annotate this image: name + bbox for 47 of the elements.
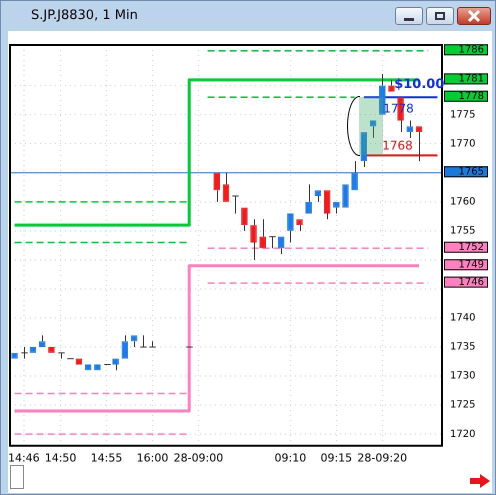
annotation: 1768 (382, 138, 413, 152)
candlestick (260, 218, 266, 248)
candlestick (232, 196, 240, 214)
candlestick (388, 79, 395, 92)
candlestick (306, 184, 312, 214)
text: 1749 (458, 259, 484, 270)
candlestick (130, 335, 138, 348)
candlestick (333, 202, 340, 214)
x-tick-label: 28-09:00 (174, 451, 224, 464)
y-tick-label: 1770 (450, 138, 476, 150)
candlestick (379, 74, 386, 115)
x-tick-label: 14:46 (8, 451, 40, 464)
ref-line-label: 1765 (458, 166, 484, 178)
y-tick-label: 1740 (450, 312, 476, 324)
candlestick (148, 340, 156, 348)
y-tick-label: 1730 (450, 370, 476, 382)
x-tick-label: 14:50 (44, 451, 76, 464)
y-tick-label: 1735 (450, 342, 476, 353)
chart-title: S.JP.J8830, 1 Min (31, 8, 138, 23)
candlestick (324, 190, 330, 220)
candlestick (140, 334, 148, 348)
y-tick-label: 1775 (450, 109, 476, 120)
candlestick (241, 208, 248, 232)
y-tick-label: 1760 (450, 196, 476, 208)
text: 1781 (458, 73, 484, 84)
y-tick-label: 1755 (450, 225, 476, 236)
candlestick (250, 218, 257, 260)
candlestick (268, 236, 276, 249)
candlestick (351, 160, 358, 190)
text: 1752 (458, 242, 484, 253)
x-tick-label: 09:10 (274, 451, 306, 464)
x-tick-label: 09:15 (320, 451, 352, 464)
text: 1778 (458, 90, 484, 102)
candlestick (122, 334, 128, 359)
x-tick-label: 16:00 (136, 451, 168, 464)
candlestick (360, 132, 368, 168)
candlestick (222, 172, 230, 202)
y-tick-label: 1720 (450, 428, 476, 440)
y-tick-label: 1725 (450, 400, 476, 411)
x-tick-label: 14:55 (90, 451, 122, 464)
candlestick (314, 190, 322, 202)
candlestick (20, 346, 28, 360)
candlestick (278, 236, 284, 255)
text: 1786 (458, 44, 484, 56)
text: 1746 (458, 276, 484, 288)
candlestick (406, 120, 414, 138)
x-tick-label: 28-09:20 (357, 451, 408, 464)
